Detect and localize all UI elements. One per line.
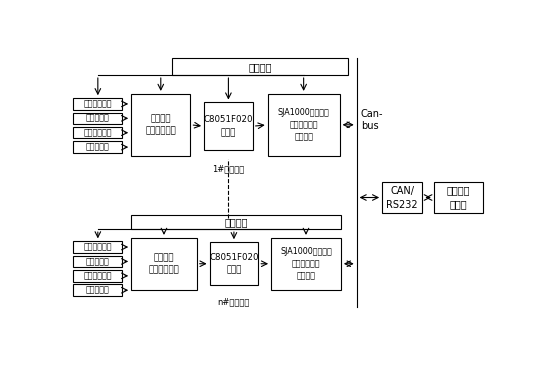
Bar xyxy=(73,127,122,138)
Text: 气流传感器: 气流传感器 xyxy=(86,114,110,123)
Text: n#检测节点: n#检测节点 xyxy=(218,297,250,306)
Bar xyxy=(73,241,122,253)
Text: SJA1000协议芯片
光电隔离电路
收发电路: SJA1000协议芯片 光电隔离电路 收发电路 xyxy=(278,108,329,142)
Bar xyxy=(131,238,197,290)
Bar xyxy=(73,98,122,110)
Text: Can-
bus: Can- bus xyxy=(361,109,383,131)
Bar xyxy=(73,270,122,282)
Bar xyxy=(73,113,122,124)
Text: 温湿度传感器: 温湿度传感器 xyxy=(84,99,112,108)
Text: 电源模块: 电源模块 xyxy=(248,62,272,72)
Text: 检测中心
计算机: 检测中心 计算机 xyxy=(446,186,470,209)
Bar xyxy=(172,58,348,75)
Bar xyxy=(434,182,482,213)
Text: 滤波电路
信号调理电路: 滤波电路 信号调理电路 xyxy=(146,114,176,135)
Text: 氨气传感器: 氨气传感器 xyxy=(86,286,110,295)
Text: 气流传感器: 气流传感器 xyxy=(86,257,110,266)
Text: C8051F020
单片机: C8051F020 单片机 xyxy=(209,253,259,275)
Bar xyxy=(131,94,190,156)
Text: SJA1000协议芯片
光电隔离电路
收发电路: SJA1000协议芯片 光电隔离电路 收发电路 xyxy=(280,247,332,281)
Text: 光照度传感器: 光照度传感器 xyxy=(84,272,112,280)
Bar xyxy=(204,102,253,150)
Text: 温湿度传感器: 温湿度传感器 xyxy=(84,243,112,252)
Text: 滤波电路
信号调理电路: 滤波电路 信号调理电路 xyxy=(149,253,179,275)
Bar xyxy=(271,238,341,290)
Bar xyxy=(210,242,258,285)
Text: 氨气传感器: 氨气传感器 xyxy=(86,142,110,151)
Text: C8051F020
单片机: C8051F020 单片机 xyxy=(203,116,253,137)
Bar xyxy=(382,182,422,213)
Bar xyxy=(131,215,341,229)
Bar xyxy=(73,141,122,153)
Bar xyxy=(73,285,122,296)
Text: 电源模块: 电源模块 xyxy=(224,217,248,227)
Text: CAN/
RS232: CAN/ RS232 xyxy=(386,186,418,209)
Bar xyxy=(73,256,122,267)
Text: 光照度传感器: 光照度传感器 xyxy=(84,128,112,137)
Text: 1#检测节点: 1#检测节点 xyxy=(212,165,245,174)
Bar xyxy=(267,94,340,156)
